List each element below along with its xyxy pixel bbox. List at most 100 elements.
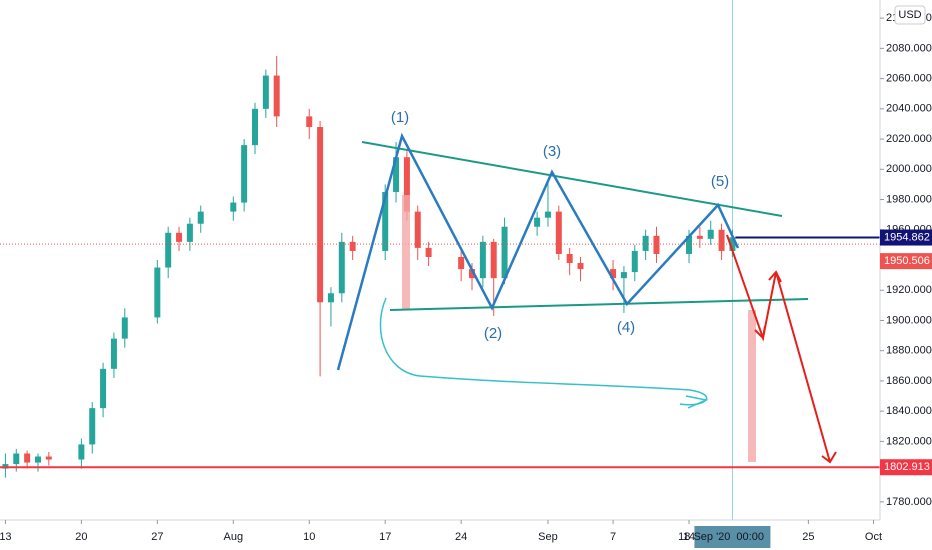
candle-body (566, 253, 573, 264)
candle-body (24, 453, 31, 463)
candle-body (479, 241, 486, 279)
x-tick-label: 13 (0, 531, 12, 543)
candle-body (34, 456, 41, 463)
arrowhead (754, 325, 766, 341)
annotation: (2) (484, 325, 502, 342)
candle-body (686, 235, 693, 254)
highlight-box (748, 310, 756, 462)
price-label-box (880, 229, 932, 246)
candle-body (490, 241, 497, 279)
candle-body (251, 108, 258, 146)
wave-pattern (336, 132, 740, 371)
trendline (361, 141, 783, 217)
candle-body (121, 317, 128, 339)
plot-area (0, 0, 880, 520)
candle-body (89, 408, 96, 445)
candle-body (165, 232, 172, 268)
crosshair-date: 18 Sep '20 (678, 531, 730, 543)
x-tick-label: 10 (303, 531, 315, 543)
price-label-box (880, 253, 932, 270)
candle-body (317, 126, 324, 303)
candle-body (110, 338, 117, 369)
candle-body (382, 191, 389, 251)
arrowhead (685, 395, 709, 409)
candle-body (718, 229, 725, 251)
y-tick-label: 1900.000 (886, 314, 932, 326)
annotation: (5) (711, 173, 729, 190)
annotation: (1) (391, 109, 409, 126)
currency-label: USD (898, 9, 921, 21)
candle-body (393, 157, 400, 192)
candle-body (653, 235, 660, 254)
candle-body (458, 256, 465, 270)
y-tick-label: 2000.000 (886, 163, 932, 175)
y-tick-label: 1780.000 (886, 496, 932, 508)
price-label: 1802.913 (884, 461, 930, 473)
y-tick-label: 2060.000 (886, 73, 932, 85)
candle-body (262, 75, 269, 109)
y-tick-label: 1880.000 (886, 345, 932, 357)
candle-body (100, 368, 107, 409)
candle-body (273, 75, 280, 117)
price-label: 1954.862 (884, 231, 930, 243)
candle-body (631, 250, 638, 273)
candle-body (45, 456, 52, 460)
y-tick-label: 2020.000 (886, 133, 932, 145)
y-tick-label: 1840.000 (886, 405, 932, 417)
x-tick-label: 24 (455, 531, 467, 543)
candle-body (414, 211, 421, 248)
candle-body (197, 211, 204, 224)
candle-body (230, 202, 237, 212)
candle-body (78, 444, 85, 460)
x-tick-label: Oct (865, 531, 882, 543)
candle-body (176, 232, 183, 242)
x-tick-label: 27 (151, 531, 163, 543)
arrowhead (821, 451, 837, 464)
candle-body (306, 116, 313, 127)
y-tick-label: 1980.000 (886, 193, 932, 205)
candle-body (544, 211, 551, 218)
candle-body (13, 453, 20, 465)
candle-body (469, 269, 476, 279)
candle-body (696, 235, 703, 239)
x-tick-label: 7 (610, 531, 616, 543)
candle-body (403, 157, 410, 212)
currency-badge[interactable] (894, 5, 926, 25)
candle-body (642, 235, 649, 251)
candle-body (555, 211, 562, 254)
x-tick-label: 17 (379, 531, 391, 543)
y-tick-label: 1920.000 (886, 284, 932, 296)
candle-body (620, 272, 627, 279)
crosshair-time: 00:00 (736, 531, 764, 543)
y-tick-label: 1820.000 (886, 435, 932, 447)
curved-arrow (379, 297, 708, 406)
annotation: (4) (617, 319, 635, 336)
x-tick-label: 25 (802, 531, 814, 543)
candle-body (534, 217, 541, 227)
candle-body (241, 145, 248, 203)
arrowhead (768, 270, 782, 283)
candle-body (327, 293, 334, 303)
highlight-box (402, 195, 410, 310)
price-label-box (880, 459, 932, 476)
y-tick-label: 2040.000 (886, 103, 932, 115)
candle-body (338, 241, 345, 294)
x-tick-label: 20 (75, 531, 87, 543)
candle-body (186, 223, 193, 242)
trendline (389, 298, 809, 311)
y-tick-label: 2080.000 (886, 42, 932, 54)
candle-body (425, 247, 432, 257)
candle-body (707, 229, 714, 239)
x-tick-label: Aug (224, 531, 244, 543)
projection (726, 234, 831, 463)
crosshair-date-box (694, 526, 771, 548)
x-tick-label: 14 (683, 531, 695, 543)
candle-body (154, 267, 161, 318)
x-tick-label: Sep (538, 531, 558, 543)
candle-body (501, 226, 508, 279)
annotation: (3) (543, 143, 561, 160)
candle-body (610, 269, 617, 279)
price-label: 1950.506 (884, 255, 930, 267)
